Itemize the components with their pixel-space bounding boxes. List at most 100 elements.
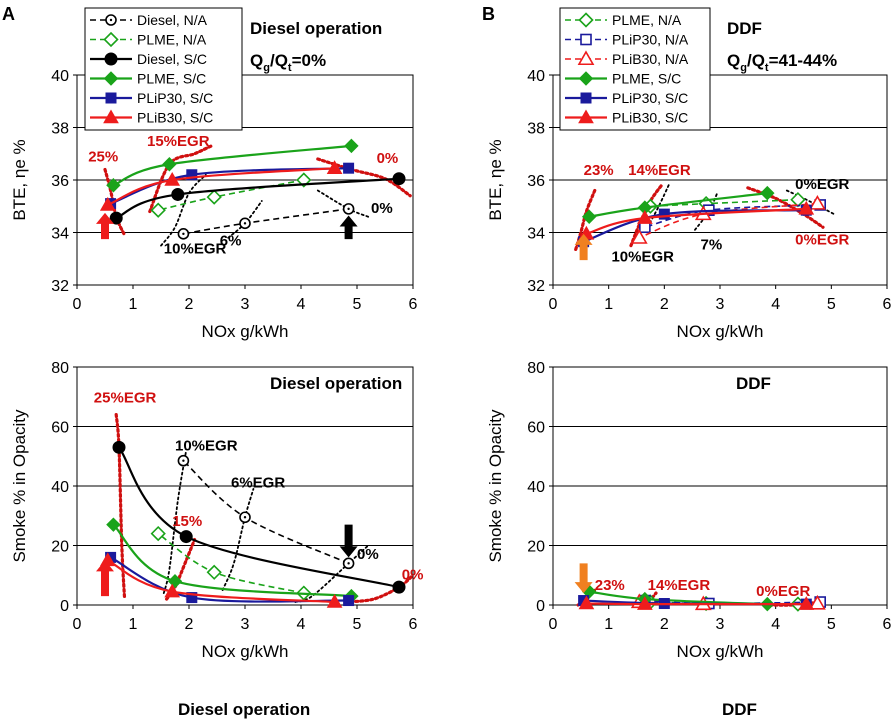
data-point	[798, 200, 815, 215]
data-point	[206, 189, 222, 205]
x-tick-label: 1	[604, 616, 613, 633]
data-point-dot	[182, 232, 185, 236]
egr-annotation: 10%EGR	[611, 248, 674, 265]
legend-box	[84, 7, 243, 131]
data-point	[162, 157, 177, 172]
series-line	[183, 208, 349, 235]
legend-label: PLME, N/A	[612, 12, 682, 28]
y-tick-label: 34	[527, 226, 545, 243]
data-point	[164, 171, 181, 186]
legend-label: PLME, S/C	[612, 71, 681, 87]
ratio-b-val: =41-44%	[769, 51, 838, 70]
title-b-top: DDF	[727, 19, 762, 38]
indicator-arrow	[339, 524, 358, 558]
x-tick-label: 2	[660, 616, 669, 633]
x-tick-label: 3	[716, 616, 725, 633]
series-line	[112, 523, 352, 598]
y-tick-label: 40	[51, 68, 69, 85]
data-point	[343, 162, 355, 174]
data-point	[760, 185, 775, 201]
x-tick-label: 0	[549, 616, 558, 633]
y-tick-label: 32	[51, 278, 69, 295]
indicator-arrow	[574, 563, 593, 594]
egr-annotation: 15%	[172, 513, 202, 530]
egr-annotation: 25%	[88, 149, 118, 166]
x-tick-label: 6	[883, 296, 892, 313]
footer-a: Diesel operation	[178, 700, 310, 719]
x-axis-label: NOx g/kWh	[202, 642, 289, 661]
x-axis-label: NOx g/kWh	[677, 642, 764, 661]
footer-b: DDF	[722, 700, 757, 719]
legend-marker	[577, 50, 595, 66]
x-tick-label: 6	[409, 616, 418, 633]
series-line	[107, 559, 335, 604]
y-tick-label: 38	[51, 121, 69, 138]
legend-label: Diesel, N/A	[137, 12, 208, 28]
y-axis-label: BTE, ηe %	[486, 139, 505, 220]
egr-annotation: 14%EGR	[628, 162, 691, 179]
x-tick-label: 3	[716, 296, 725, 313]
data-point	[581, 209, 597, 224]
data-point	[150, 525, 166, 542]
legend-label: PLiB30, N/A	[612, 51, 689, 67]
data-point-dot	[243, 222, 247, 225]
ratio-b-slash: /Q	[747, 51, 765, 70]
legend-box	[559, 7, 711, 131]
y-tick-label: 80	[527, 360, 545, 377]
legend-marker	[580, 92, 592, 104]
egr-annotation: 6%EGR	[231, 474, 285, 491]
ratio-a-sub-t: t	[288, 62, 292, 74]
y-tick-label: 38	[527, 121, 545, 138]
data-point	[658, 208, 670, 220]
series-line	[586, 207, 807, 235]
series-line	[118, 446, 400, 589]
egr-annotation: 10%EGR	[175, 437, 238, 454]
egr-annotation: 0%EGR	[795, 231, 849, 248]
y-tick-label: 36	[51, 173, 69, 190]
x-tick-label: 5	[353, 616, 362, 633]
legend-marker	[578, 12, 594, 28]
indicator-arrow	[96, 212, 114, 240]
y-axis-label: Smoke % in Opacity	[10, 409, 29, 563]
egr-annotation: 0%EGR	[756, 583, 810, 600]
egr-annotation: 23%	[584, 162, 614, 179]
x-tick-label: 6	[409, 296, 418, 313]
ratio-b-sub-t: t	[765, 62, 769, 74]
y-axis-label: BTE, ηe %	[10, 139, 29, 220]
legend-marker	[580, 33, 592, 46]
y-tick-label: 34	[51, 226, 69, 243]
legend-marker	[103, 109, 119, 124]
x-tick-label: 3	[241, 296, 250, 313]
data-point	[186, 169, 198, 181]
legend-label: PLiP30, N/A	[612, 32, 689, 48]
y-tick-label: 80	[51, 360, 69, 377]
egr-annotation: 10%EGR	[164, 241, 227, 258]
series-line	[107, 167, 335, 206]
x-tick-label: 1	[129, 616, 138, 633]
data-point-dot	[347, 207, 350, 211]
y-tick-label: 40	[51, 479, 69, 496]
ratio-a-q: Q	[250, 51, 263, 70]
egr-guide-line	[344, 573, 415, 604]
egr-annotation: 0%EGR	[795, 176, 849, 193]
egr-annotation: 0%	[371, 200, 393, 217]
legend-label: PLiP30, S/C	[612, 90, 688, 106]
x-tick-label: 1	[129, 296, 138, 313]
egr-guide-line	[316, 157, 412, 198]
data-point	[636, 210, 653, 224]
x-tick-label: 0	[73, 616, 82, 633]
x-tick-label: 6	[883, 616, 892, 633]
data-point	[179, 530, 193, 544]
title-a-top: Diesel operation	[250, 19, 382, 38]
y-tick-label: 20	[527, 539, 545, 556]
series-line	[589, 192, 768, 218]
x-tick-label: 4	[771, 616, 780, 633]
y-tick-label: 0	[536, 598, 545, 615]
data-point	[636, 596, 653, 610]
egr-annotation: 0%	[377, 150, 399, 167]
data-point	[578, 595, 595, 610]
data-point	[109, 211, 123, 225]
y-axis-label: Smoke % in Opacity	[486, 409, 505, 563]
data-point	[164, 583, 181, 598]
